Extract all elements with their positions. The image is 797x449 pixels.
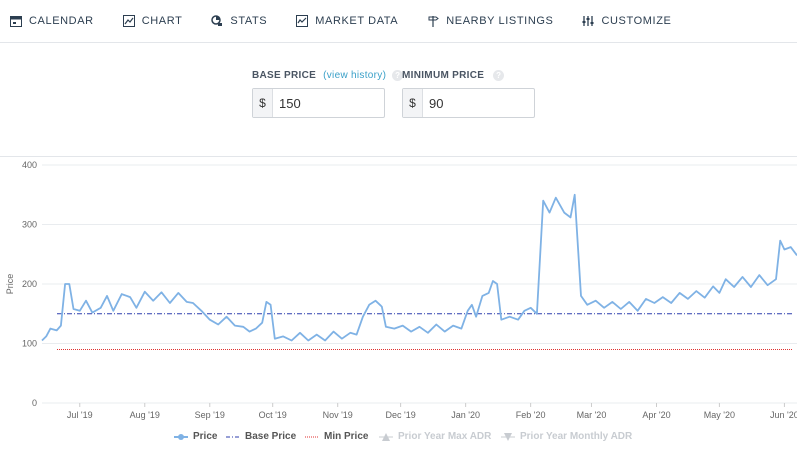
section-divider: [0, 156, 797, 157]
nav-stats[interactable]: STATS: [211, 15, 267, 27]
currency-symbol: $: [403, 89, 423, 117]
nav-nearby-listings[interactable]: NEARBY LISTINGS: [427, 15, 553, 27]
y-tick-label: 200: [22, 279, 37, 289]
chart-legend: Price Base Price Min Price Prior Year Ma…: [0, 431, 797, 445]
legend-item-min-price[interactable]: Min Price: [305, 431, 368, 442]
stats-icon: [211, 15, 223, 27]
signpost-icon: [427, 15, 440, 27]
calendar-icon: [10, 15, 22, 27]
x-tick-label: Apr '20: [642, 410, 670, 420]
nav-chart[interactable]: CHART: [122, 15, 183, 27]
legend-item-prior-year-monthly-adr[interactable]: Prior Year Monthly ADR: [501, 431, 632, 442]
legend-item-base-price[interactable]: Base Price: [226, 431, 296, 442]
x-tick-label: Mar '20: [577, 410, 607, 420]
help-icon[interactable]: ?: [493, 69, 505, 81]
minimum-price-field: MINIMUM PRICE ? $: [402, 69, 535, 118]
y-tick-label: 0: [32, 398, 37, 408]
nav-stats-label: STATS: [230, 15, 268, 27]
x-tick-label: Jul '19: [67, 410, 93, 420]
line-marker-icon: [174, 433, 188, 440]
y-tick-label: 400: [22, 160, 37, 170]
x-tick-label: Feb '20: [516, 410, 546, 420]
x-tick-label: Nov '19: [323, 410, 353, 420]
price-chart: 0 100 200 300 400 Price Jul '19 Aug '19 Sep '19 O…: [5, 160, 797, 420]
price-series-line: [41, 193, 797, 342]
triangle-down-icon: [501, 432, 515, 441]
legend-label: Prior Year Max ADR: [398, 431, 492, 442]
nav-customize[interactable]: CUSTOMIZE: [582, 15, 671, 27]
view-history-link[interactable]: (view history): [323, 69, 387, 81]
nav-nearby-listings-label: NEARBY LISTINGS: [446, 15, 554, 27]
minimum-price-label: MINIMUM PRICE: [402, 69, 485, 81]
market-data-icon: [296, 15, 309, 27]
nav-market-data[interactable]: MARKET DATA: [296, 15, 398, 27]
legend-label: Min Price: [324, 431, 369, 442]
x-tick-label: Jan '20: [451, 410, 480, 420]
x-tick-label: Oct '19: [259, 410, 287, 420]
legend-label: Price: [193, 431, 218, 442]
legend-label: Base Price: [245, 431, 297, 442]
legend-item-price[interactable]: Price: [174, 431, 217, 442]
chart-icon: [122, 15, 135, 27]
nav-calendar[interactable]: CALENDAR: [10, 15, 94, 27]
currency-symbol: $: [253, 89, 273, 117]
sliders-icon: [582, 15, 594, 27]
y-tick-label: 300: [22, 220, 37, 230]
base-price-label: BASE PRICE: [252, 69, 317, 81]
x-tick-label: Dec '19: [386, 410, 416, 420]
x-tick-label: May '20: [704, 410, 735, 420]
y-axis-title: Price: [5, 274, 15, 295]
legend-item-prior-year-max-adr[interactable]: Prior Year Max ADR: [379, 431, 491, 442]
x-tick-label: Sep '19: [195, 410, 225, 420]
triangle-up-icon: [379, 432, 393, 441]
y-tick-label: 100: [22, 339, 37, 349]
nav-chart-label: CHART: [141, 15, 183, 27]
nav-market-data-label: MARKET DATA: [315, 15, 399, 27]
dashdot-line-icon: [226, 436, 240, 437]
base-price-input[interactable]: [273, 89, 381, 117]
price-settings: BASE PRICE (view history) ? $ MINIMUM PR…: [0, 43, 797, 155]
nav-calendar-label: CALENDAR: [29, 15, 94, 27]
help-icon[interactable]: ?: [392, 69, 404, 81]
top-nav: CALENDAR CHART STATS MARKET DATA NEARBY …: [0, 0, 797, 43]
base-price-field: BASE PRICE (view history) ? $: [252, 69, 404, 118]
legend-label: Prior Year Monthly ADR: [520, 431, 633, 442]
dotted-line-icon: [305, 436, 319, 437]
minimum-price-input[interactable]: [423, 89, 531, 117]
x-tick-label: Jun '20: [770, 410, 797, 420]
nav-customize-label: CUSTOMIZE: [601, 15, 672, 27]
x-tick-label: Aug '19: [130, 410, 160, 420]
